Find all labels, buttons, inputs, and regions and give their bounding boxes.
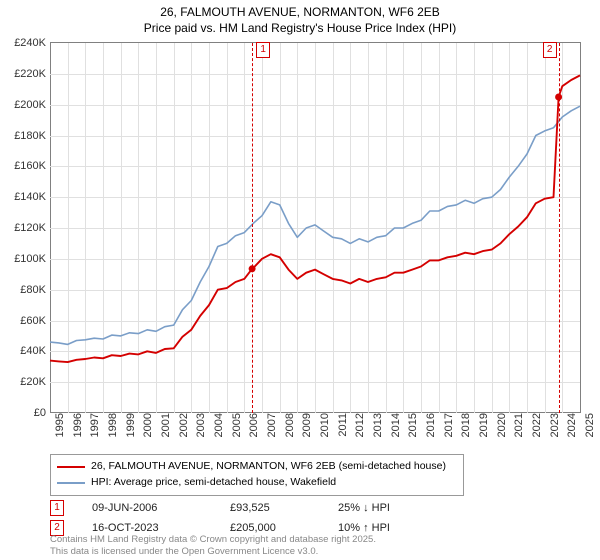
legend-swatch bbox=[57, 482, 85, 484]
x-tick-label: 2012 bbox=[350, 413, 366, 437]
legend: 26, FALMOUTH AVENUE, NORMANTON, WF6 2EB … bbox=[50, 454, 464, 496]
y-tick-label: £240K bbox=[14, 37, 50, 49]
legend-label: 26, FALMOUTH AVENUE, NORMANTON, WF6 2EB … bbox=[91, 459, 446, 475]
y-tick-label: £160K bbox=[14, 160, 50, 172]
series-hpi bbox=[50, 106, 580, 344]
x-tick-label: 2003 bbox=[191, 413, 207, 437]
y-tick-label: £40K bbox=[20, 345, 50, 357]
x-tick-label: 2010 bbox=[315, 413, 331, 437]
copyright-line-1: Contains HM Land Registry data © Crown c… bbox=[50, 534, 376, 546]
marker-line bbox=[252, 43, 253, 413]
x-tick-label: 2000 bbox=[138, 413, 154, 437]
y-tick-label: £60K bbox=[20, 315, 50, 327]
sales-marker: 1 bbox=[50, 500, 64, 516]
copyright: Contains HM Land Registry data © Crown c… bbox=[50, 534, 376, 558]
marker-box: 2 bbox=[543, 42, 557, 58]
series-price_paid bbox=[50, 75, 580, 362]
x-tick-label: 2011 bbox=[333, 413, 349, 437]
y-tick-label: £20K bbox=[20, 376, 50, 388]
legend-row: 26, FALMOUTH AVENUE, NORMANTON, WF6 2EB … bbox=[57, 459, 457, 475]
x-tick-label: 1998 bbox=[103, 413, 119, 437]
chart-title: 26, FALMOUTH AVENUE, NORMANTON, WF6 2EB … bbox=[0, 0, 600, 36]
x-tick-label: 2008 bbox=[280, 413, 296, 437]
x-tick-label: 2007 bbox=[262, 413, 278, 437]
x-tick-label: 2022 bbox=[527, 413, 543, 437]
marker-box: 1 bbox=[256, 42, 270, 58]
series-svg bbox=[50, 43, 580, 413]
legend-swatch bbox=[57, 466, 85, 468]
copyright-line-2: This data is licensed under the Open Gov… bbox=[50, 546, 376, 558]
x-tick-label: 2021 bbox=[509, 413, 525, 437]
x-tick-label: 1995 bbox=[50, 413, 66, 437]
x-tick-label: 2005 bbox=[227, 413, 243, 437]
sales-price: £93,525 bbox=[230, 502, 310, 514]
x-tick-label: 2020 bbox=[492, 413, 508, 437]
x-tick-label: 1997 bbox=[85, 413, 101, 437]
y-tick-label: £80K bbox=[20, 284, 50, 296]
sales-row: 1 09-JUN-2006 £93,525 25% ↓ HPI bbox=[50, 498, 390, 518]
x-tick-label: 2025 bbox=[580, 413, 596, 437]
sales-diff: 25% ↓ HPI bbox=[338, 502, 390, 514]
x-tick-label: 2016 bbox=[421, 413, 437, 437]
y-tick-label: £140K bbox=[14, 191, 50, 203]
legend-label: HPI: Average price, semi-detached house,… bbox=[91, 475, 336, 491]
x-tick-label: 2015 bbox=[403, 413, 419, 437]
y-tick-label: £100K bbox=[14, 253, 50, 265]
plot-area: £0£20K£40K£60K£80K£100K£120K£140K£160K£1… bbox=[50, 42, 581, 413]
x-tick-label: 2001 bbox=[156, 413, 172, 437]
x-tick-label: 1999 bbox=[121, 413, 137, 437]
x-tick-label: 2018 bbox=[456, 413, 472, 437]
x-tick-label: 2013 bbox=[368, 413, 384, 437]
y-tick-label: £0 bbox=[34, 407, 50, 419]
y-tick-label: £120K bbox=[14, 222, 50, 234]
x-tick-label: 2023 bbox=[545, 413, 561, 437]
y-tick-label: £180K bbox=[14, 130, 50, 142]
sales-diff: 10% ↑ HPI bbox=[338, 522, 390, 534]
sales-table: 109-JUN-2006£93,52525% ↓ HPI216-OCT-2023… bbox=[50, 498, 390, 538]
y-tick-label: £220K bbox=[14, 68, 50, 80]
x-tick-label: 2006 bbox=[244, 413, 260, 437]
x-tick-label: 2019 bbox=[474, 413, 490, 437]
x-tick-label: 2002 bbox=[174, 413, 190, 437]
chart-container: 26, FALMOUTH AVENUE, NORMANTON, WF6 2EB … bbox=[0, 0, 600, 560]
x-tick-label: 2024 bbox=[562, 413, 578, 437]
marker-line bbox=[559, 43, 560, 413]
x-tick-label: 1996 bbox=[68, 413, 84, 437]
title-line-2: Price paid vs. HM Land Registry's House … bbox=[0, 20, 600, 36]
legend-row: HPI: Average price, semi-detached house,… bbox=[57, 475, 457, 491]
x-tick-label: 2014 bbox=[386, 413, 402, 437]
y-tick-label: £200K bbox=[14, 99, 50, 111]
x-tick-label: 2004 bbox=[209, 413, 225, 437]
title-line-1: 26, FALMOUTH AVENUE, NORMANTON, WF6 2EB bbox=[0, 4, 600, 20]
x-tick-label: 2009 bbox=[297, 413, 313, 437]
sales-date: 16-OCT-2023 bbox=[92, 522, 202, 534]
sales-price: £205,000 bbox=[230, 522, 310, 534]
sales-date: 09-JUN-2006 bbox=[92, 502, 202, 514]
x-tick-label: 2017 bbox=[439, 413, 455, 437]
